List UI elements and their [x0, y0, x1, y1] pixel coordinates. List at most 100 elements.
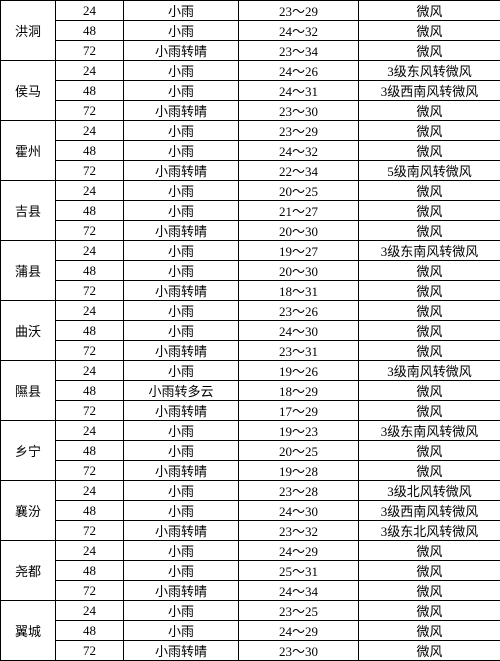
temp-cell: 23～31: [239, 341, 359, 361]
wind-cell: 微风: [359, 381, 500, 401]
wind-cell: 微风: [359, 21, 500, 41]
hour-cell: 24: [56, 121, 124, 141]
table-row: 72小雨转晴20～30微风: [1, 221, 500, 241]
temp-cell: 19～28: [239, 461, 359, 481]
weather-cell: 小雨转晴: [124, 281, 239, 301]
table-row: 48小雨24～303级西南风转微风: [1, 501, 500, 521]
city-cell: 霍州: [1, 121, 56, 181]
table-row: 襄汾24小雨23～283级北风转微风: [1, 481, 500, 501]
weather-cell: 小雨: [124, 241, 239, 261]
table-row: 48小雨24～32微风: [1, 141, 500, 161]
wind-cell: 微风: [359, 1, 500, 21]
temp-cell: 25～31: [239, 561, 359, 581]
hour-cell: 48: [56, 81, 124, 101]
temp-cell: 18～31: [239, 281, 359, 301]
temp-cell: 24～30: [239, 501, 359, 521]
weather-cell: 小雨: [124, 621, 239, 641]
table-row: 72小雨转晴19～28微风: [1, 461, 500, 481]
weather-cell: 小雨: [124, 561, 239, 581]
temp-cell: 23～26: [239, 301, 359, 321]
table-row: 蒲县24小雨19～273级东南风转微风: [1, 241, 500, 261]
hour-cell: 48: [56, 201, 124, 221]
hour-cell: 72: [56, 341, 124, 361]
hour-cell: 72: [56, 461, 124, 481]
wind-cell: 3级南风转微风: [359, 361, 500, 381]
table-row: 48小雨25～31微风: [1, 561, 500, 581]
table-row: 侯马24小雨24～263级东风转微风: [1, 61, 500, 81]
table-row: 72小雨转晴23～31微风: [1, 341, 500, 361]
weather-cell: 小雨转晴: [124, 221, 239, 241]
city-cell: 曲沃: [1, 301, 56, 361]
hour-cell: 48: [56, 321, 124, 341]
table-row: 曲沃24小雨23～26微风: [1, 301, 500, 321]
wind-cell: 5级南风转微风: [359, 161, 500, 181]
table-row: 48小雨24～313级西南风转微风: [1, 81, 500, 101]
wind-cell: 微风: [359, 181, 500, 201]
wind-cell: 3级北风转微风: [359, 481, 500, 501]
hour-cell: 48: [56, 381, 124, 401]
weather-cell: 小雨: [124, 141, 239, 161]
weather-cell: 小雨转晴: [124, 461, 239, 481]
wind-cell: 3级东风转微风: [359, 61, 500, 81]
table-row: 72小雨转晴23～30微风: [1, 101, 500, 121]
temp-cell: 23～32: [239, 521, 359, 541]
temp-cell: 17～29: [239, 401, 359, 421]
table-row: 48小雨24～32微风: [1, 21, 500, 41]
table-row: 隰县24小雨19～263级南风转微风: [1, 361, 500, 381]
temp-cell: 19～27: [239, 241, 359, 261]
wind-cell: 微风: [359, 441, 500, 461]
hour-cell: 48: [56, 141, 124, 161]
wind-cell: 3级西南风转微风: [359, 81, 500, 101]
hour-cell: 48: [56, 501, 124, 521]
wind-cell: 微风: [359, 461, 500, 481]
wind-cell: 微风: [359, 281, 500, 301]
table-row: 吉县24小雨20～25微风: [1, 181, 500, 201]
hour-cell: 48: [56, 21, 124, 41]
weather-cell: 小雨: [124, 61, 239, 81]
table-row: 霍州24小雨23～29微风: [1, 121, 500, 141]
hour-cell: 48: [56, 561, 124, 581]
temp-cell: 23～34: [239, 41, 359, 61]
weather-cell: 小雨: [124, 81, 239, 101]
city-cell: 乡宁: [1, 421, 56, 481]
wind-cell: 微风: [359, 141, 500, 161]
city-cell: 侯马: [1, 61, 56, 121]
hour-cell: 48: [56, 261, 124, 281]
weather-cell: 小雨: [124, 21, 239, 41]
weather-cell: 小雨: [124, 261, 239, 281]
temp-cell: 24～29: [239, 541, 359, 561]
city-cell: 吉县: [1, 181, 56, 241]
wind-cell: 微风: [359, 561, 500, 581]
temp-cell: 23～30: [239, 101, 359, 121]
wind-cell: 微风: [359, 581, 500, 601]
city-cell: 尧都: [1, 541, 56, 601]
table-row: 48小雨24～30微风: [1, 321, 500, 341]
wind-cell: 3级东南风转微风: [359, 241, 500, 261]
weather-cell: 小雨: [124, 481, 239, 501]
table-row: 48小雨20～30微风: [1, 261, 500, 281]
temp-cell: 23～29: [239, 121, 359, 141]
wind-cell: 微风: [359, 121, 500, 141]
wind-cell: 微风: [359, 41, 500, 61]
hour-cell: 72: [56, 221, 124, 241]
wind-cell: 微风: [359, 541, 500, 561]
wind-cell: 微风: [359, 301, 500, 321]
hour-cell: 72: [56, 521, 124, 541]
temp-cell: 21～27: [239, 201, 359, 221]
hour-cell: 48: [56, 441, 124, 461]
hour-cell: 48: [56, 621, 124, 641]
temp-cell: 23～29: [239, 1, 359, 21]
wind-cell: 微风: [359, 601, 500, 621]
table-row: 72小雨转晴23～323级东北风转微风: [1, 521, 500, 541]
weather-cell: 小雨: [124, 441, 239, 461]
hour-cell: 24: [56, 181, 124, 201]
weather-cell: 小雨: [124, 121, 239, 141]
weather-cell: 小雨: [124, 541, 239, 561]
hour-cell: 24: [56, 541, 124, 561]
weather-cell: 小雨: [124, 421, 239, 441]
hour-cell: 24: [56, 1, 124, 21]
hour-cell: 24: [56, 61, 124, 81]
temp-cell: 24～32: [239, 141, 359, 161]
weather-cell: 小雨转多云: [124, 381, 239, 401]
wind-cell: 微风: [359, 321, 500, 341]
